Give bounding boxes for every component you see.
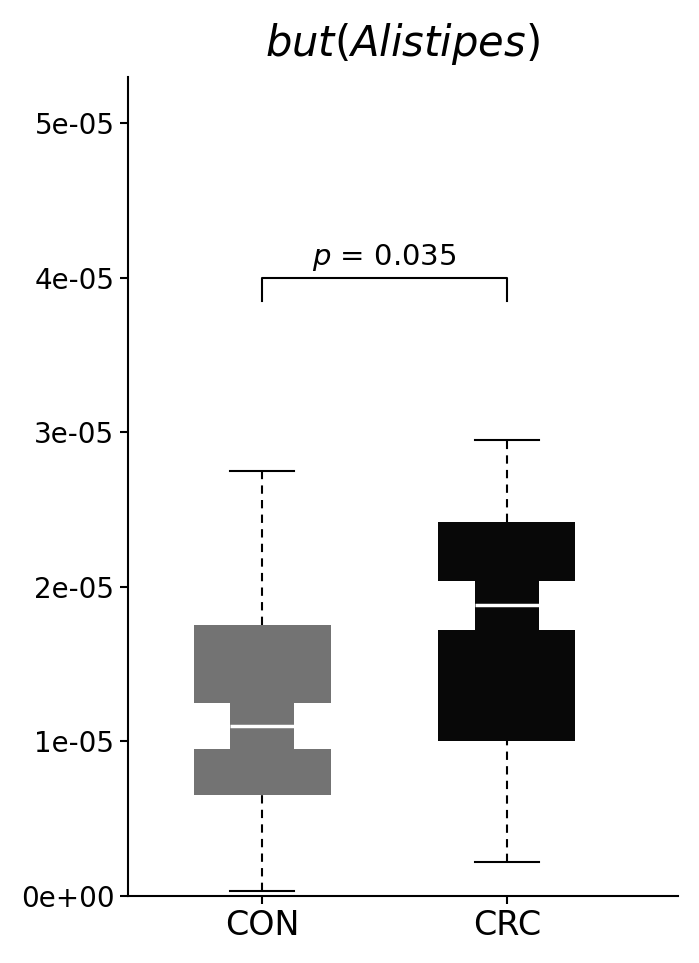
Polygon shape	[194, 625, 331, 795]
Polygon shape	[438, 522, 575, 742]
Text: $\mathit{p}$ = 0.035: $\mathit{p}$ = 0.035	[312, 242, 456, 273]
Title: $\mathit{but}$($\mathit{Alistipes}$): $\mathit{but}$($\mathit{Alistipes}$)	[266, 21, 540, 66]
